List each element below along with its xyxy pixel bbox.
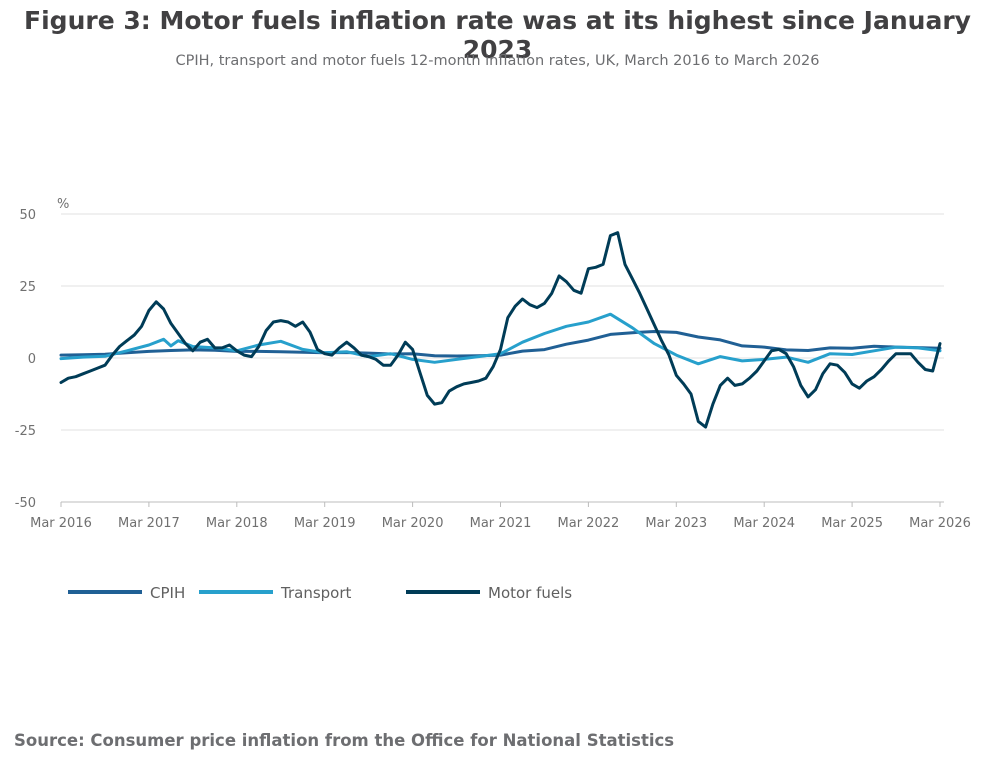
y-tick-label: -25: [15, 424, 36, 439]
x-tick-label: Mar 2025: [821, 516, 883, 531]
y-tick-label: 50: [19, 208, 36, 223]
x-tick-label: Mar 2026: [909, 516, 971, 531]
series-lines: [59, 231, 942, 429]
legend-label-motor-fuels: Motor fuels: [488, 584, 572, 602]
series-line-motor-fuels: [59, 231, 942, 429]
chart-title: Figure 3: Motor fuels inflation rate was…: [24, 6, 971, 64]
legend-label-cpih: CPIH: [150, 584, 185, 602]
x-tick-label: Mar 2017: [118, 516, 180, 531]
x-tick-label: Mar 2016: [30, 516, 92, 531]
chart-subtitle: CPIH, transport and motor fuels 12-month…: [175, 53, 820, 69]
x-tick-label: Mar 2022: [558, 516, 620, 531]
y-tick-label: 0: [28, 352, 36, 367]
y-axis-unit-label: %: [57, 197, 69, 212]
legend-label-transport: Transport: [280, 584, 352, 602]
x-tick-label: Mar 2019: [294, 516, 356, 531]
grid-lines: [61, 213, 944, 431]
x-tick-label: Mar 2018: [206, 516, 268, 531]
x-tick-label: Mar 2021: [470, 516, 532, 531]
series-line-transport: [59, 312, 942, 366]
source-note: Source: Consumer price inflation from th…: [14, 731, 675, 750]
x-tick-label: Mar 2020: [382, 516, 444, 531]
x-tick-label: Mar 2023: [645, 516, 707, 531]
y-tick-label: -50: [15, 496, 36, 511]
axes: 50 25 0 -25 -50% Mar 2016 Mar 2017 Mar 2018 Mar …: [15, 197, 971, 531]
y-tick-label: 25: [19, 280, 36, 295]
legend: CPIH Transport Motor fuels: [68, 584, 572, 602]
x-tick-label: Mar 2024: [733, 516, 795, 531]
